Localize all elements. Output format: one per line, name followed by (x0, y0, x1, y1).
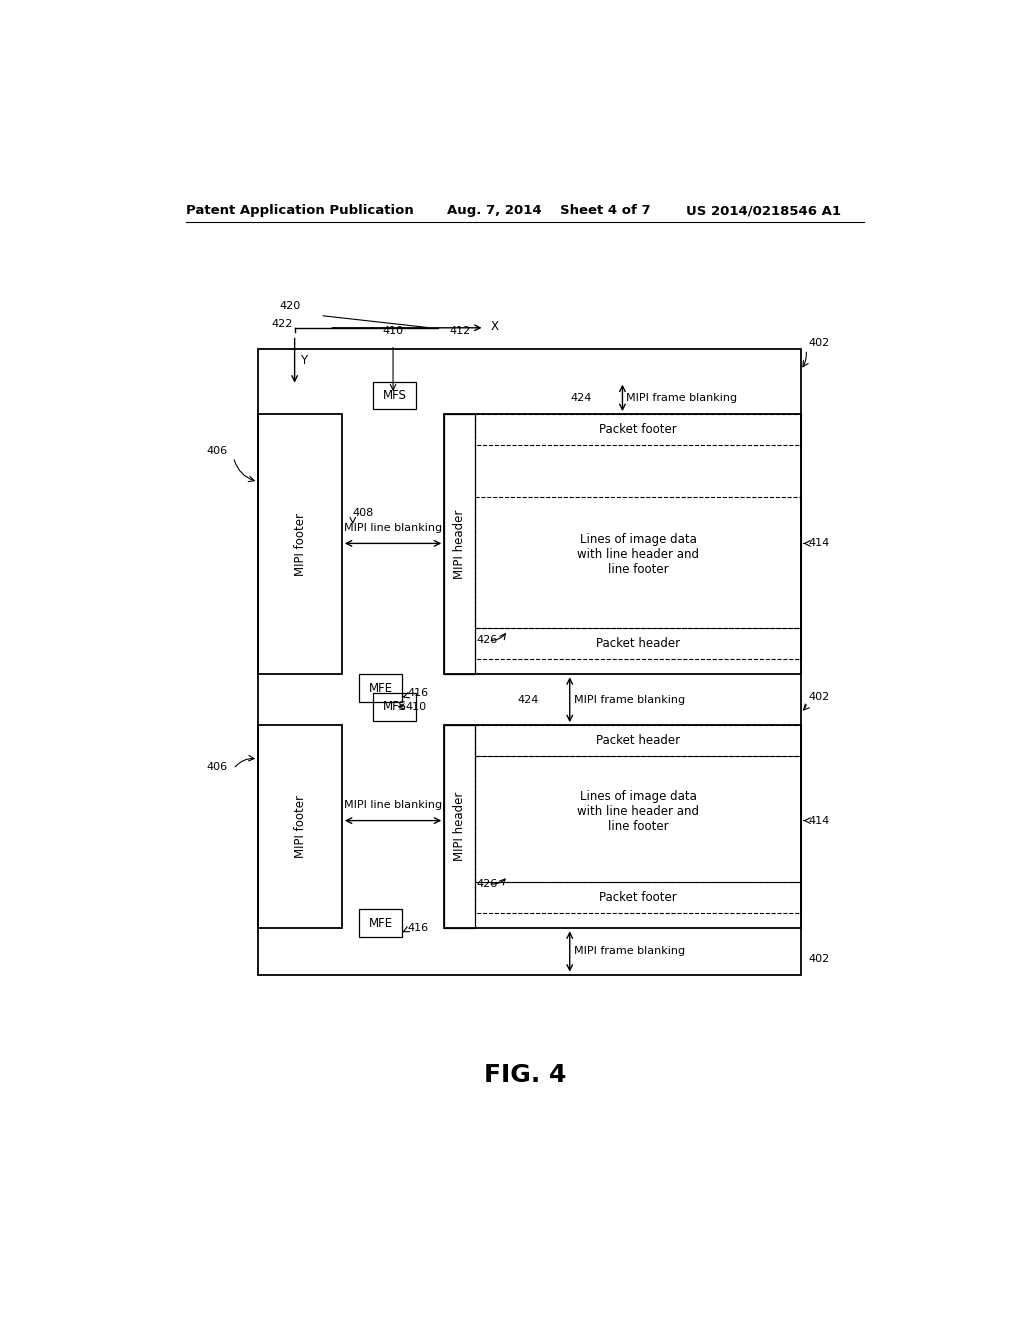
Bar (359, 675, 402, 702)
Bar (444, 725, 801, 928)
Text: 416: 416 (407, 924, 428, 933)
Text: MFE: MFE (369, 681, 393, 694)
Bar (475, 725, 801, 756)
Bar (258, 350, 801, 974)
Text: 426: 426 (477, 635, 498, 644)
Bar (475, 414, 801, 445)
Text: 426: 426 (477, 879, 498, 888)
Text: MIPI footer: MIPI footer (294, 795, 306, 858)
Text: MIPI footer: MIPI footer (294, 512, 306, 576)
Text: 406: 406 (206, 762, 227, 772)
Text: 402: 402 (809, 338, 829, 348)
Text: MIPI line blanking: MIPI line blanking (344, 523, 442, 533)
Text: Packet footer: Packet footer (599, 891, 677, 904)
Bar (373, 693, 417, 721)
Text: MIPI frame blanking: MIPI frame blanking (573, 946, 685, 957)
Bar (258, 414, 342, 675)
Text: 424: 424 (517, 694, 539, 705)
Text: MIPI header: MIPI header (454, 792, 466, 862)
Text: Patent Application Publication: Patent Application Publication (186, 205, 414, 218)
Text: 410: 410 (383, 326, 403, 335)
Bar (475, 628, 801, 659)
Text: 412: 412 (450, 326, 470, 335)
Bar (475, 756, 801, 882)
Text: 414: 414 (809, 539, 829, 548)
Text: MIPI frame blanking: MIPI frame blanking (627, 393, 737, 403)
Text: 406: 406 (206, 446, 227, 455)
Text: 420: 420 (280, 301, 300, 312)
Text: MIPI line blanking: MIPI line blanking (344, 800, 442, 810)
Text: MIPI header: MIPI header (454, 510, 466, 579)
Text: 410: 410 (406, 702, 427, 711)
Bar (444, 725, 475, 928)
Bar (373, 381, 417, 409)
Text: 408: 408 (352, 508, 374, 517)
Text: 424: 424 (570, 393, 592, 403)
Text: Sheet 4 of 7: Sheet 4 of 7 (560, 205, 651, 218)
Text: US 2014/0218546 A1: US 2014/0218546 A1 (686, 205, 841, 218)
Text: Packet header: Packet header (596, 734, 680, 747)
Text: 414: 414 (809, 816, 829, 825)
Text: FIG. 4: FIG. 4 (483, 1063, 566, 1086)
Bar (475, 882, 801, 913)
Text: MIPI frame blanking: MIPI frame blanking (573, 694, 685, 705)
Text: X: X (490, 319, 499, 333)
Text: MFS: MFS (383, 389, 407, 403)
Text: 402: 402 (809, 954, 829, 964)
Text: 416: 416 (407, 688, 428, 698)
Text: MFE: MFE (369, 916, 393, 929)
Text: MFS: MFS (383, 700, 407, 713)
Text: 402: 402 (809, 693, 829, 702)
Text: Lines of image data
with line header and
line footer: Lines of image data with line header and… (577, 789, 699, 833)
Bar (475, 498, 801, 628)
Bar (258, 725, 342, 928)
Text: 422: 422 (271, 319, 293, 329)
Bar (444, 414, 475, 675)
Text: Packet header: Packet header (596, 638, 680, 649)
Bar (359, 909, 402, 937)
Text: Y: Y (300, 354, 307, 367)
Bar (444, 414, 801, 675)
Text: Aug. 7, 2014: Aug. 7, 2014 (447, 205, 542, 218)
Text: Packet footer: Packet footer (599, 422, 677, 436)
Text: Lines of image data
with line header and
line footer: Lines of image data with line header and… (577, 533, 699, 577)
